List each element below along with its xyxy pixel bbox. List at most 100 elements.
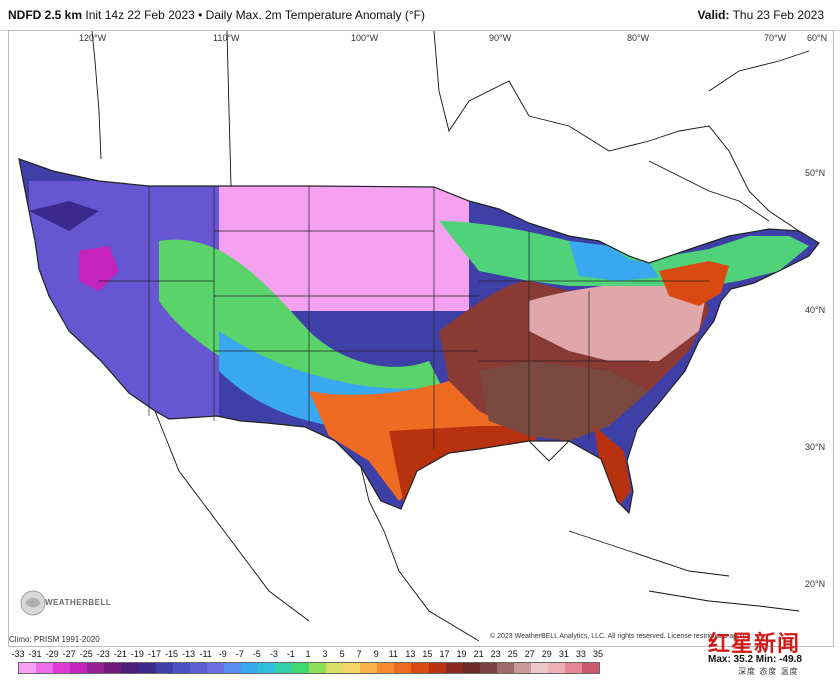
lat-label-60n: 60°N [807,33,828,43]
lon-label-110w: 110°W [213,33,240,43]
legend-swatch [19,663,37,673]
legend-swatch [360,663,378,673]
legend-tick-label: -19 [130,649,144,659]
canada-mexico-coast [91,31,810,642]
legend-swatch [240,663,258,673]
legend-tick-labels: -33 -31 -29 -27 -25 -23 -21 -19 -17 -15 -13 -11 -9 -7… [10,649,604,661]
color-legend-bar [18,662,600,674]
legend-swatch [428,663,446,673]
legend-tick-label: 35 [592,649,604,659]
us-outline [18,158,820,515]
lon-label-80w: 80°W [627,33,650,43]
watermark-logo: 红星新闻 [708,631,801,657]
legend-tick-label: -33 [11,649,25,659]
weatherbell-logo-icon [20,590,46,616]
news-watermark: 红星新闻 深度 态度 温度 [708,624,828,682]
lat-label-30n: 30°N [805,442,826,452]
watermark-slogan: 深度 态度 温度 [738,667,799,676]
legend-swatch [292,663,310,673]
legend-swatch [257,663,275,673]
legend-swatch [36,663,54,673]
legend-tick-label: 17 [439,649,450,659]
legend-swatch [104,663,122,673]
legend-tick-label: 1 [305,649,311,659]
legend-tick-label: 3 [322,649,328,659]
climo-note: Climo: PRISM 1991-2020 [9,635,100,644]
legend-swatch [479,663,497,673]
legend-tick-label: 9 [373,649,379,659]
legend-tick-label: -17 [147,649,161,659]
valid-label: Valid: [697,8,730,22]
legend-tick-label: 23 [490,649,501,659]
legend-swatch [274,663,292,673]
lon-label-90w: 90°W [489,33,512,43]
legend-tick-label: 5 [339,649,345,659]
legend-swatch [496,663,514,673]
lat-label-50n: 50°N [805,168,826,178]
map-header: NDFD 2.5 km Init 14z 22 Feb 2023 • Daily… [0,0,840,31]
legend-tick-label: 33 [575,649,586,659]
lon-label-100w: 100°W [351,33,379,43]
legend-swatch [121,663,139,673]
legend-swatch [189,663,207,673]
legend-swatch [326,663,344,673]
valid-date-value: Thu 23 Feb 2023 [732,8,824,22]
weatherbell-logo: WEATHERBELL [19,588,111,618]
legend-tick-label: 27 [524,649,535,659]
legend-tick-label: 15 [422,649,433,659]
legend-tick-label: -27 [62,649,76,659]
legend-swatch [513,663,531,673]
legend-swatch [70,663,88,673]
legend-tick-label: -15 [165,649,179,659]
legend-tick-label: -5 [252,649,261,659]
legend-swatch [411,663,429,673]
legend-swatch [155,663,173,673]
legend-tick-label: -7 [235,649,244,659]
max-min-values: Max: 35.2 Min: -49.8 [708,654,802,665]
legend-swatch [309,663,327,673]
legend-swatch [445,663,463,673]
legend-tick-label: 19 [456,649,467,659]
legend-swatch [138,663,156,673]
legend-tick-label: 13 [405,649,416,659]
lat-label-20n: 20°N [805,579,826,589]
lon-label-120w: 120°W [79,33,107,43]
map-canvas [9,31,833,646]
legend-swatch [87,663,105,673]
legend-swatch [172,663,190,673]
map-title: NDFD 2.5 km Init 14z 22 Feb 2023 • Daily… [8,8,425,22]
legend-tick-label: -11 [199,649,212,659]
legend-swatch [582,663,600,673]
legend-tick-label: 11 [388,649,398,659]
legend-tick-label: -9 [218,649,227,659]
legend-tick-label: -13 [182,649,196,659]
legend-tick-label: -29 [45,649,59,659]
legend-swatch [223,663,241,673]
legend-tick-label: 25 [507,649,518,659]
legend-swatch [53,663,71,673]
legend-swatch [343,663,361,673]
legend-swatch [462,663,480,673]
copyright-note: © 2023 WeatherBELL Analytics, LLC. All r… [490,633,748,640]
lat-label-40n: 40°N [805,305,826,315]
legend-swatch [547,663,565,673]
legend-tick-label: 29 [541,649,552,659]
map-subtitle: Init 14z 22 Feb 2023 • Daily Max. 2m Tem… [85,8,425,22]
legend-tick-label: 21 [473,649,484,659]
legend-tick-label: -21 [113,649,127,659]
legend-tick-label: -1 [286,649,295,659]
legend-swatch [530,663,548,673]
state-borders [99,186,709,449]
legend-swatch [565,663,583,673]
legend-tick-label: -3 [269,649,278,659]
legend-tick-label: -31 [28,649,42,659]
anomaly-map: 120°W 110°W 100°W 90°W 80°W 70°W 60°N 50… [8,30,834,647]
product-name: NDFD 2.5 km [8,8,83,22]
legend-tick-label: 7 [356,649,362,659]
valid-date: Valid: Thu 23 Feb 2023 [697,8,824,22]
legend-swatch [377,663,395,673]
logo-text: WEATHERBELL [45,598,112,607]
legend-tick-label: 31 [558,649,569,659]
lon-label-70w: 70°W [764,33,787,43]
legend-swatch [206,663,224,673]
